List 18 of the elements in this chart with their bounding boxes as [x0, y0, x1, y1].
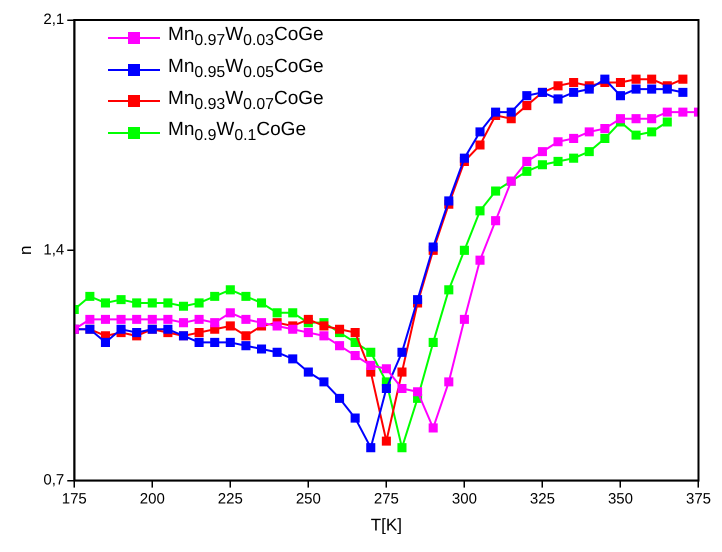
x-tick-label: 375: [686, 490, 711, 508]
x-tick-label: 300: [452, 490, 477, 508]
y-axis-title: n: [16, 246, 35, 256]
y-tick-label: 0,7: [43, 472, 64, 489]
x-tick-label: 250: [296, 490, 321, 508]
legend-label: Mn$_{0.9}$W$_{0.1}$CoGe: [168, 118, 306, 146]
x-tick-label: 175: [62, 490, 87, 508]
x-tick-label: 325: [530, 490, 555, 508]
legend-label: Mn$_{0.97}$W$_{0.03}$CoGe: [168, 23, 324, 51]
y-tick-label: 2,1: [43, 11, 64, 28]
y-tick-label: 1,4: [43, 241, 64, 258]
legend-label: Mn$_{0.93}$W$_{0.07}$CoGe: [168, 86, 324, 114]
x-tick-label: 200: [140, 490, 165, 508]
x-axis-title: T[K]: [370, 515, 402, 534]
legend-label: Mn$_{0.95}$W$_{0.05}$CoGe: [168, 54, 324, 83]
x-tick-label: 275: [374, 490, 399, 508]
x-tick-label: 350: [608, 490, 633, 508]
x-tick-label: 225: [218, 490, 243, 508]
